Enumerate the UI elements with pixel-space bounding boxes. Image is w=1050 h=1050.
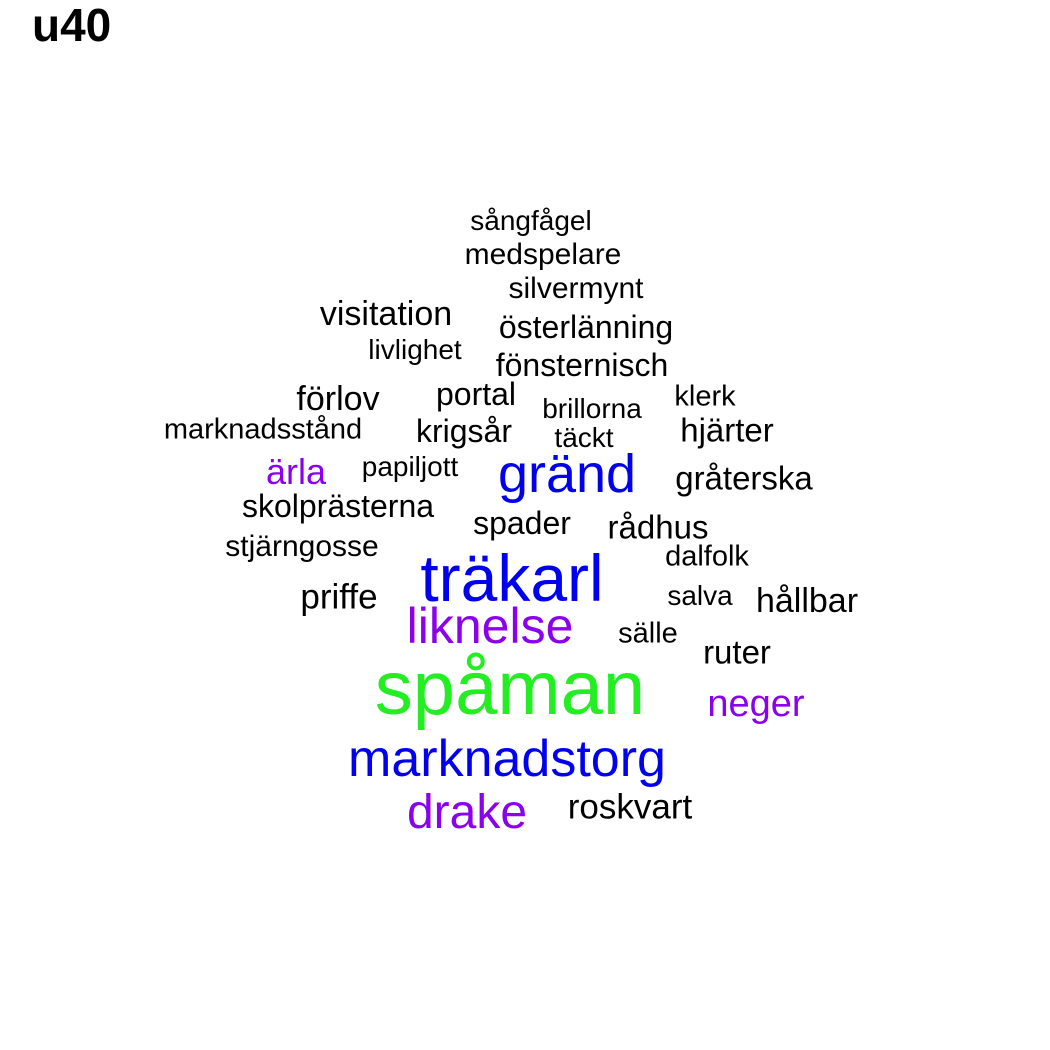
word: visitation [319, 295, 453, 333]
word: rådhus [607, 508, 709, 546]
word: spåman [374, 646, 646, 731]
word: dalfolk [665, 540, 749, 573]
word: silvermynt [508, 272, 644, 305]
word: spader [473, 505, 571, 541]
word: sångfågel [470, 205, 592, 236]
word: täckt [554, 422, 614, 453]
word: förlov [296, 380, 380, 418]
word: stjärngosse [225, 530, 379, 563]
word: salva [667, 580, 733, 611]
word: hållbar [755, 582, 859, 620]
word: neger [707, 683, 805, 725]
word: gränd [497, 444, 637, 504]
word: ruter [703, 633, 771, 671]
chart-title: u40 [32, 0, 112, 51]
word: ärla [265, 451, 327, 492]
word: fönsternisch [495, 347, 669, 383]
word: drake [406, 786, 528, 839]
word: livlighet [368, 334, 462, 365]
word: liknelse [406, 598, 574, 654]
word: brillorna [542, 393, 642, 424]
word: papiljott [361, 451, 459, 482]
word: österlänning [498, 309, 674, 345]
word: hjärter [680, 411, 774, 449]
word: medspelare [464, 238, 622, 271]
word: skolprästerna [241, 488, 435, 524]
word: marknadstorg [348, 730, 666, 788]
word: gråterska [675, 459, 813, 497]
word: priffe [300, 577, 378, 617]
word: träkarl [420, 541, 604, 615]
word: krigsår [415, 413, 513, 449]
word: roskvart [567, 787, 693, 827]
word: klerk [674, 380, 736, 413]
word: marknadsstånd [163, 413, 363, 446]
word: portal [435, 376, 517, 412]
word: sälle [618, 617, 678, 650]
